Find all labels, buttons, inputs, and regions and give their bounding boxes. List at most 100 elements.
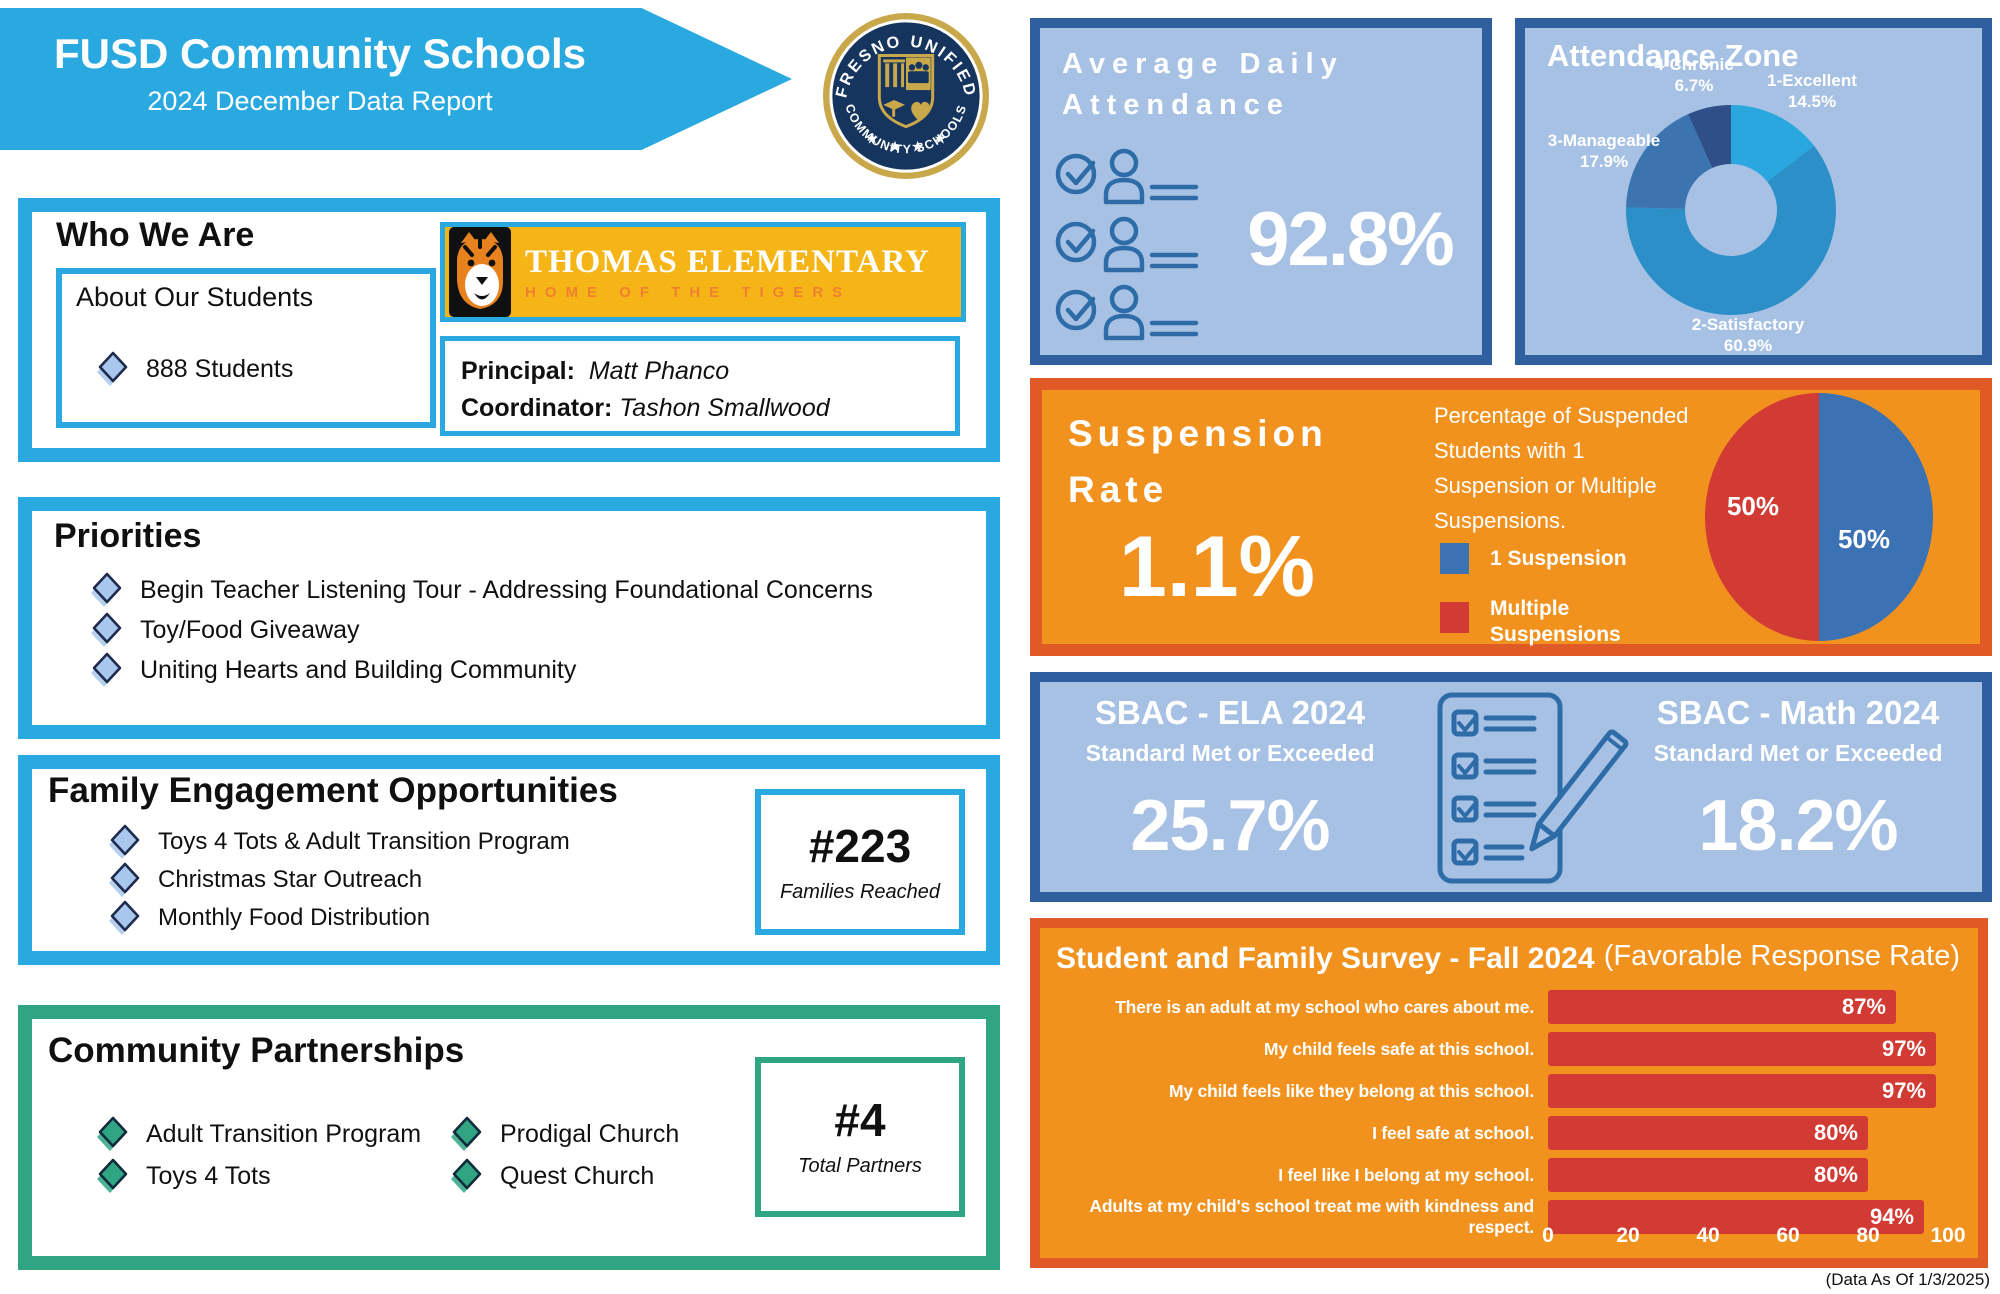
survey-bar: 80% xyxy=(1548,1158,1868,1192)
legend-swatch-multiple-suspensions xyxy=(1440,602,1469,633)
survey-question-label: Adults at my child's school treat me wit… xyxy=(1089,1196,1534,1237)
survey-bar-value: 97% xyxy=(1881,1078,1926,1103)
pencil-icon xyxy=(1529,729,1629,852)
survey-bar-track: 80% xyxy=(1548,1116,1948,1150)
students-count: 888 Students xyxy=(146,354,294,383)
donut-slice-4-Chronic xyxy=(1688,105,1731,169)
survey-bar-value: 80% xyxy=(1813,1162,1858,1187)
attendance-zone-donut-chart xyxy=(1625,105,1836,315)
legend-label-multiple-suspensions: Multiple Suspensions xyxy=(1490,597,1621,646)
principal-name: Matt Phanco xyxy=(588,357,730,385)
data-as-of-note: (Data As Of 1/3/2025) xyxy=(1825,1270,1990,1289)
x-axis-tick-label: 40 xyxy=(1696,1224,1720,1247)
checklist-pencil-icon xyxy=(1437,692,1629,884)
school-name: THOMAS ELEMENTARY xyxy=(525,243,930,280)
diamond-bullet-icon xyxy=(96,1157,132,1195)
suspension-pie-chart xyxy=(1705,393,1933,641)
diamond-bullet-icon xyxy=(450,1157,486,1195)
families-reached-label: Families Reached xyxy=(779,881,941,903)
fresno-unified-seal-logo: FRESNO UNIFIED COMMUNITY SCHOOLS ★ ★ ★ ★ xyxy=(822,12,990,180)
diamond-bullet-icon xyxy=(108,823,144,861)
suspension-value: 1.1% xyxy=(1118,519,1316,615)
survey-question-label: I feel like I belong at my school. xyxy=(1278,1164,1534,1185)
sbac-math-title: SBAC - Math 2024 xyxy=(1656,694,1940,731)
survey-bar: 80% xyxy=(1548,1116,1868,1150)
seal-star-icon: ★ xyxy=(934,131,947,147)
family-engagement-item: Monthly Food Distribution xyxy=(108,899,430,937)
sbac-math-subtitle: Standard Met or Exceeded xyxy=(1653,740,1943,766)
priorities-panel: Priorities Begin Teacher Listening Tour … xyxy=(18,497,1000,739)
coordinator-name: Tashon Smallwood xyxy=(619,394,830,422)
survey-subtitle: (Favorable Response Rate) xyxy=(1603,940,1960,972)
attendance-check-person-icons xyxy=(1055,148,1199,341)
donut-slice-2-Satisfactory xyxy=(1625,145,1836,315)
sbac-math-value: 18.2% xyxy=(1698,786,1898,866)
seal-star-icon: ★ xyxy=(911,139,924,155)
survey-bar-value: 97% xyxy=(1881,1036,1926,1061)
donut-label-excellent: 1-Excellent 14.5% xyxy=(1767,71,1857,111)
diamond-bullet-icon xyxy=(96,1115,132,1153)
survey-bar-track: 80% xyxy=(1548,1158,1948,1192)
survey-bar: 94% xyxy=(1548,1200,1924,1234)
diamond-bullet-icon xyxy=(108,899,144,937)
survey-row: My child feels like they belong at this … xyxy=(1040,1070,1980,1112)
survey-question-label: I feel safe at school. xyxy=(1372,1122,1534,1143)
x-axis-tick-label: 80 xyxy=(1856,1224,1880,1247)
priority-item: Uniting Hearts and Building Community xyxy=(90,651,576,689)
sbac-ela-subtitle: Standard Met or Exceeded xyxy=(1085,740,1375,766)
donut-slice-3-Manageable xyxy=(1626,114,1713,209)
survey-row: My child feels safe at this school. 97% xyxy=(1040,1028,1980,1070)
about-students-label: About Our Students xyxy=(76,282,314,312)
survey-bar: 87% xyxy=(1548,990,1896,1024)
school-tagline: HOME OF THE TIGERS xyxy=(525,283,852,301)
report-subtitle: 2024 December Data Report xyxy=(147,86,493,116)
who-we-are-panel: Who We Are About Our Students 888 Studen… xyxy=(18,198,1000,462)
pie-label-single: 50% xyxy=(1837,524,1891,554)
families-reached-box: #223 Families Reached xyxy=(755,789,965,935)
family-engagement-panel: Family Engagement Opportunities Toys 4 T… xyxy=(18,755,1000,965)
thomas-elementary-banner: THOMAS ELEMENTARY HOME OF THE TIGERS xyxy=(440,222,966,322)
survey-x-axis: 0 20 40 60 80 100 xyxy=(1542,1224,1965,1252)
pie-label-multiple: 50% xyxy=(1726,491,1780,521)
attendance-zone-box: Attendance Zone 4-Chronic 6.7% 1-Excellen… xyxy=(1515,18,1992,365)
diamond-bullet-icon xyxy=(450,1115,486,1153)
diamond-bullet-icon xyxy=(96,350,132,388)
survey-bar-chart: There is an adult at my school who cares… xyxy=(1040,986,1980,1238)
priority-item: Toy/Food Giveaway xyxy=(90,611,360,649)
suspension-rate-box: Suspension Rate 1.1% Percentage of Suspe… xyxy=(1030,378,1992,656)
priorities-heading: Priorities xyxy=(54,517,202,555)
report-banner: FUSD Community Schools 2024 December Dat… xyxy=(0,8,792,150)
total-partners-box: #4 Total Partners xyxy=(755,1057,965,1217)
donut-slice-1-Excellent xyxy=(1731,105,1814,182)
family-engagement-item: Toys 4 Tots & Adult Transition Program xyxy=(108,823,570,861)
suspension-title: Suspension Rate xyxy=(1068,413,1328,510)
survey-bar-value: 94% xyxy=(1869,1204,1914,1229)
sbac-ela-block: SBAC - ELA 2024 Standard Met or Exceeded… xyxy=(1060,694,1400,867)
sbac-ela-value: 25.7% xyxy=(1130,786,1330,866)
survey-question-label: There is an adult at my school who cares… xyxy=(1115,996,1534,1017)
legend-swatch-one-suspension xyxy=(1440,543,1469,574)
sbac-box: SBAC - ELA 2024 Standard Met or Exceeded… xyxy=(1030,672,1992,902)
survey-bar: 97% xyxy=(1548,1074,1936,1108)
survey-bar-track: 94% xyxy=(1548,1200,1948,1234)
families-reached-count: #223 xyxy=(808,820,912,872)
seal-star-icon: ★ xyxy=(865,131,878,147)
sbac-ela-title: SBAC - ELA 2024 xyxy=(1094,694,1366,731)
survey-bar: 97% xyxy=(1548,1032,1936,1066)
tiger-logo-icon xyxy=(449,227,511,317)
survey-bar-value: 80% xyxy=(1813,1120,1858,1145)
survey-question-label: My child feels safe at this school. xyxy=(1263,1038,1534,1059)
total-partners-label: Total Partners xyxy=(798,1155,922,1177)
survey-row: Adults at my child's school treat me wit… xyxy=(1040,1196,1980,1238)
seal-star-icon: ★ xyxy=(888,139,901,155)
students-count-item: 888 Students xyxy=(96,350,293,388)
partner-item: Adult Transition Program xyxy=(96,1115,421,1153)
partner-item: Toys 4 Tots xyxy=(96,1157,271,1195)
family-engagement-item: Christmas Star Outreach xyxy=(108,861,422,899)
coordinator-line: Coordinator: Tashon Smallwood xyxy=(461,394,830,422)
survey-bar-track: 97% xyxy=(1548,1074,1948,1108)
principal-line: Principal: Matt Phanco xyxy=(461,357,730,385)
survey-bar-value: 87% xyxy=(1841,994,1886,1019)
survey-row: I feel like I belong at my school. 80% xyxy=(1040,1154,1980,1196)
community-partnerships-heading: Community Partnerships xyxy=(48,1031,465,1070)
